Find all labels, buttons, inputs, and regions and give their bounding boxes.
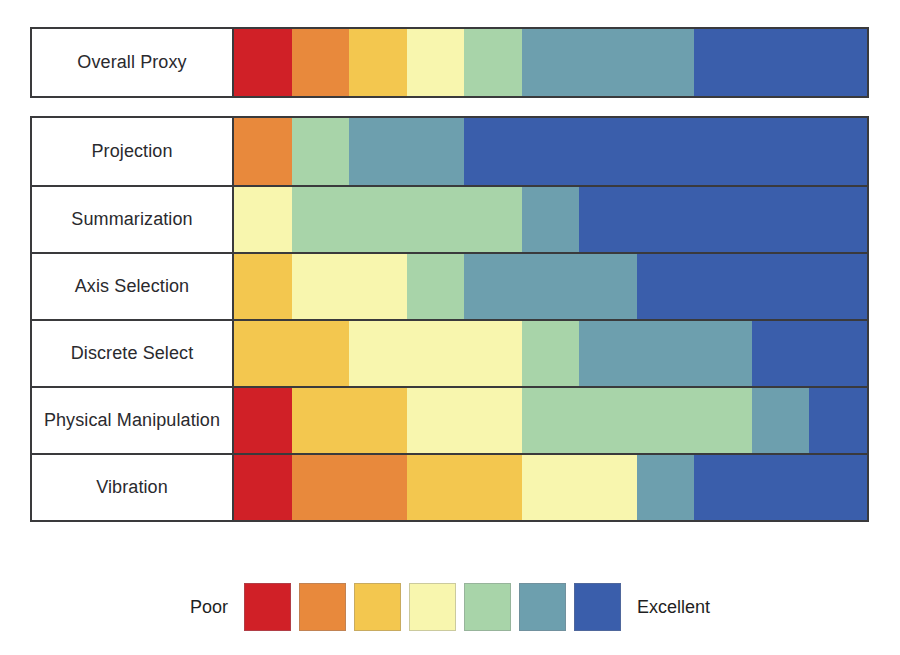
likert-row: Summarization	[32, 185, 867, 252]
bar-segment-level-7	[694, 455, 867, 520]
bar-segment-level-1	[234, 388, 292, 453]
bar-segment-level-2	[234, 118, 292, 185]
row-label: Overall Proxy	[77, 52, 186, 73]
bar-segment-level-4	[407, 29, 465, 96]
legend-low-label: Poor	[190, 597, 228, 618]
legend-swatch-level-6	[519, 583, 566, 631]
bar-segment-level-6	[637, 455, 695, 520]
likert-row-overall: Overall Proxy	[32, 29, 867, 96]
row-label: Axis Selection	[75, 276, 189, 297]
bar-track	[234, 321, 867, 386]
bar-segment-level-7	[464, 118, 867, 185]
bar-track	[234, 118, 867, 185]
bar-segment-level-5	[522, 321, 580, 386]
row-label: Physical Manipulation	[44, 410, 220, 431]
bar-segment-level-3	[407, 455, 522, 520]
bar-segment-level-1	[234, 455, 292, 520]
legend: Poor Excellent	[0, 582, 900, 632]
bar-segment-level-5	[464, 29, 522, 96]
bar-segment-level-5	[522, 388, 752, 453]
legend-swatch-level-2	[299, 583, 346, 631]
row-label: Summarization	[71, 209, 192, 230]
bar-segment-level-3	[234, 321, 349, 386]
bar-segment-level-6	[349, 118, 464, 185]
row-label-cell: Projection	[32, 118, 234, 185]
bar-segment-level-4	[522, 455, 637, 520]
legend-swatch-level-7	[574, 583, 621, 631]
bar-segment-level-5	[292, 118, 350, 185]
likert-row: Physical Manipulation	[32, 386, 867, 453]
row-label-cell: Axis Selection	[32, 254, 234, 319]
row-label: Projection	[91, 141, 172, 162]
bar-segment-level-6	[464, 254, 637, 319]
legend-high-label: Excellent	[637, 597, 710, 618]
bar-segment-level-7	[752, 321, 867, 386]
bar-segment-level-7	[579, 187, 867, 252]
likert-row: Projection	[32, 118, 867, 185]
row-label-cell: Physical Manipulation	[32, 388, 234, 453]
bar-segment-level-2	[292, 29, 350, 96]
row-label-cell: Discrete Select	[32, 321, 234, 386]
bar-track-overall	[234, 29, 867, 96]
likert-row: Vibration	[32, 453, 867, 520]
legend-swatch-level-3	[354, 583, 401, 631]
bar-segment-level-2	[292, 455, 407, 520]
row-label-cell: Vibration	[32, 455, 234, 520]
bar-track	[234, 254, 867, 319]
bar-segment-level-4	[349, 321, 522, 386]
legend-swatch-level-1	[244, 583, 291, 631]
row-label: Discrete Select	[71, 343, 194, 364]
row-label-cell: Overall Proxy	[32, 29, 234, 96]
likert-row: Discrete Select	[32, 319, 867, 386]
bar-segment-level-3	[349, 29, 407, 96]
row-label: Vibration	[96, 477, 168, 498]
bar-track	[234, 455, 867, 520]
bar-segment-level-5	[292, 187, 522, 252]
bar-track	[234, 388, 867, 453]
bar-segment-level-6	[522, 187, 580, 252]
bar-segment-level-7	[809, 388, 867, 453]
bar-segment-level-1	[234, 29, 292, 96]
row-label-cell: Summarization	[32, 187, 234, 252]
bar-segment-level-3	[292, 388, 407, 453]
legend-swatch-level-4	[409, 583, 456, 631]
bar-segment-level-4	[407, 388, 522, 453]
bar-segment-level-4	[234, 187, 292, 252]
bar-segment-level-7	[694, 29, 867, 96]
bar-segment-level-5	[407, 254, 465, 319]
chart-area: Overall Proxy Projection Summarization Axi…	[30, 27, 869, 522]
bar-segment-level-6	[579, 321, 752, 386]
bar-segment-level-3	[234, 254, 292, 319]
bar-segment-level-4	[292, 254, 407, 319]
bar-segment-level-7	[637, 254, 867, 319]
subtask-matrix-box: Projection Summarization Axis Selection Dis…	[30, 116, 869, 522]
bar-segment-level-6	[522, 29, 695, 96]
bar-segment-level-6	[752, 388, 810, 453]
overall-proxy-box: Overall Proxy	[30, 27, 869, 98]
bar-track	[234, 187, 867, 252]
legend-swatch-level-5	[464, 583, 511, 631]
likert-row: Axis Selection	[32, 252, 867, 319]
likert-figure: Overall Proxy Projection Summarization Axi…	[0, 0, 900, 655]
